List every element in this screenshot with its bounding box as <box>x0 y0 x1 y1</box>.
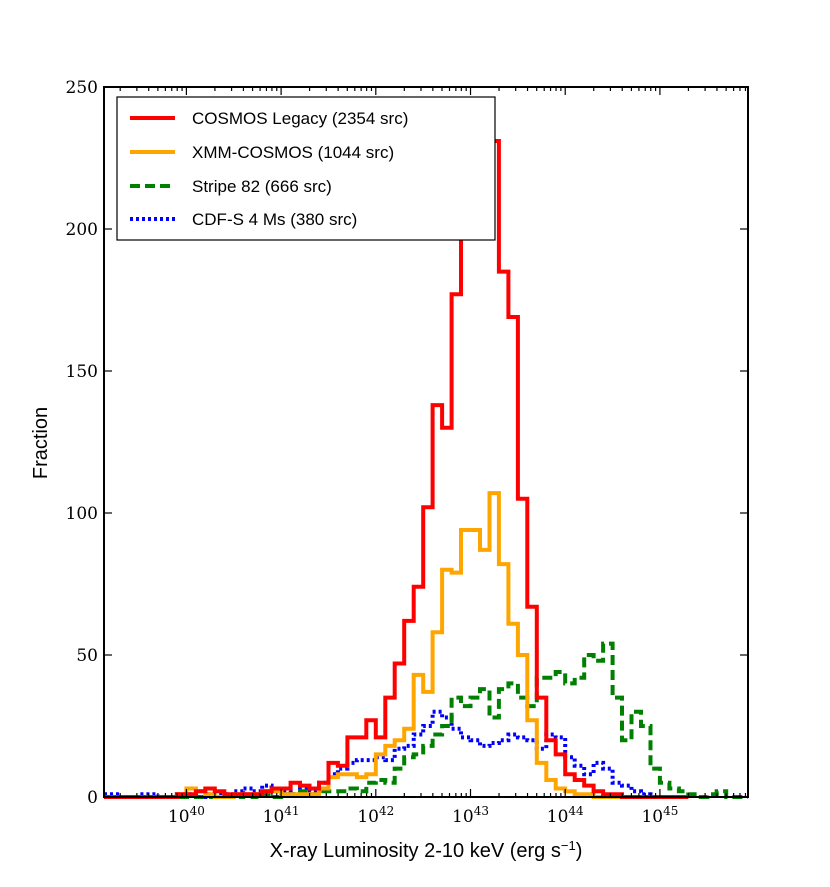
x-tick-label: 1040 <box>168 804 205 827</box>
x-tick-label: 1042 <box>357 804 394 827</box>
legend-label-stripe-82: Stripe 82 (666 src) <box>192 177 332 196</box>
legend-box <box>116 96 496 241</box>
x-axis-label: X-ray Luminosity 2-10 keV (erg s−1) <box>270 838 583 863</box>
y-tick-label: 100 <box>66 504 98 524</box>
plot-frame <box>103 86 749 798</box>
histogram-series-0 <box>104 127 689 799</box>
y-tick-label: 0 <box>87 788 98 808</box>
y-tick-label: 150 <box>66 362 98 382</box>
legend-label-cosmos-legacy: COSMOS Legacy (2354 src) <box>192 109 408 128</box>
ticks-layer: 0 50 100 150 200 250 1040 1041 1042 1043 1044 1045 <box>66 78 748 827</box>
y-axis-label: Fraction <box>30 407 52 479</box>
y-tick-label: 50 <box>76 646 98 666</box>
x-tick-label: 1043 <box>452 804 489 827</box>
x-tick-label: 1045 <box>641 804 678 827</box>
histogram-series-3 <box>104 709 670 799</box>
legend: COSMOS Legacy (2354 src) XMM-COSMOS (104… <box>116 96 496 241</box>
y-tick-label: 200 <box>66 220 98 240</box>
legend-label-cdfs: CDF-S 4 Ms (380 src) <box>192 210 357 229</box>
histogram-series-2 <box>104 641 748 799</box>
x-tick-label: 1044 <box>547 804 584 827</box>
legend-label-xmm-cosmos: XMM-COSMOS (1044 src) <box>192 143 394 162</box>
y-tick-label: 250 <box>66 78 98 98</box>
x-tick-label: 1041 <box>263 804 300 827</box>
